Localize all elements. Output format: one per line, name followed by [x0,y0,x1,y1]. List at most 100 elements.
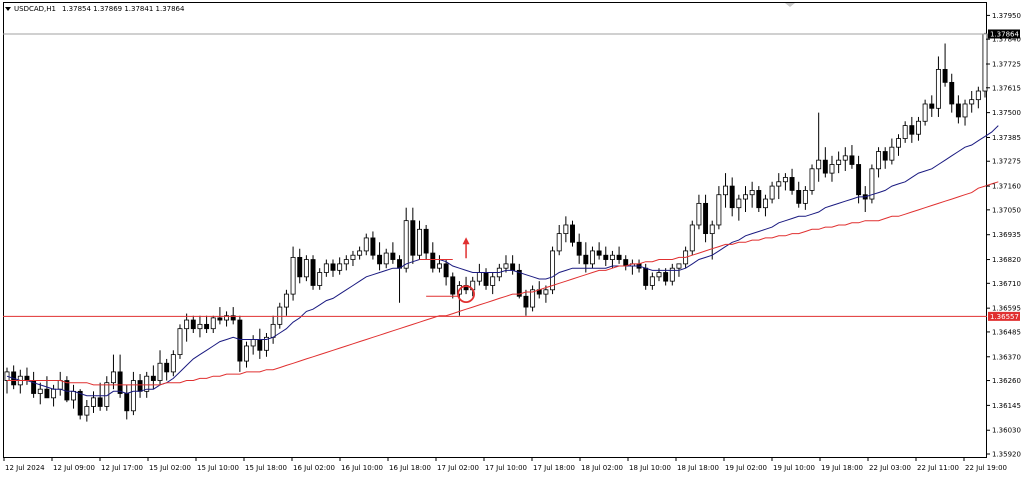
current-price-marker: 1.37864 [3,29,1020,39]
arrow-head [462,237,470,245]
candle [283,289,289,316]
chart-header: USDCAD,H1 1.37854 1.37869 1.37841 1.3786… [5,5,185,13]
time-tick-label: 12 Jul 17:00 [101,464,143,472]
candle [164,358,170,381]
candle-body-bull [769,185,775,200]
candle-body-bear [257,339,263,351]
candle [77,389,83,420]
price-tick-label: 1.36260 [992,377,1021,385]
arrow-up-icon[interactable] [462,237,470,259]
candle [889,138,895,165]
candle-body-bear [330,263,336,271]
candle-body-bear [729,185,735,209]
current-price-label: 1.37864 [990,30,1019,38]
candle-body-bear [596,250,602,256]
candle-body-bull [403,220,409,269]
candle [383,248,389,269]
candle-body-bear [150,375,156,381]
candle-body-bull [876,151,882,170]
candle [523,289,529,316]
time-tick-label: 17 Jul 02:00 [437,464,479,472]
candle-body-bull [530,289,536,308]
candle-body-bear [24,375,30,381]
candle [410,207,416,264]
candle-body-bull [363,237,369,252]
candle [789,168,795,195]
candle [570,220,575,247]
moving-average-fast-line[interactable] [6,125,999,397]
indicator-lines-layer [6,125,999,397]
candle-body-bear [510,263,516,271]
price-axis[interactable]: 1.37950 1.37840 1.37725 1.37615 1.37500 1.373… [986,12,1021,459]
candle [37,382,43,405]
candle-body-bear [97,397,103,407]
candle-body-bear [663,272,669,282]
candle-body-bull [317,272,323,286]
candle [689,220,695,256]
candle-body-bear [77,390,83,416]
horizontal-level[interactable]: 1.36557 [3,311,1020,321]
candle-body-bear [756,190,762,209]
candle [935,56,941,117]
candle-body-bear [44,388,50,399]
chart-shift-marker-icon[interactable] [785,3,795,7]
candle [290,246,296,301]
candle-body-bull [57,380,63,390]
candle [769,181,775,204]
candle-body-bull [270,323,276,338]
candle [929,95,935,117]
candle-body-bear [137,380,143,392]
candle-body-bull [383,252,389,265]
candle [703,194,709,243]
candle [782,173,788,191]
annotation-circle[interactable] [457,285,475,304]
candle-body-bear [483,272,489,286]
candle [417,220,422,260]
candle [942,43,948,87]
candle-body-bear [443,263,449,278]
candle [170,350,176,377]
candle [450,272,456,299]
candle-body-bull [782,177,788,183]
candle [516,263,522,299]
candle [190,315,196,334]
candle [204,315,210,334]
candle [856,155,862,204]
candle-body-bear [390,252,396,260]
annotations-layer [419,237,475,304]
candle [663,268,669,286]
candle [430,242,436,273]
candle [130,371,136,416]
candle [224,311,230,327]
candle-body-bull [37,388,43,394]
time-axis[interactable]: 12 Jul 2024 12 Jul 09:00 12 Jul 17:00 15 Ju… [3,457,1007,472]
candle [350,250,356,267]
candle [736,194,742,221]
moving-average-slow-line[interactable] [7,181,999,386]
candle-body-bear [423,228,429,254]
candle-body-bull [197,323,203,330]
candle-body-bear [310,259,316,286]
candle-body-bull [130,380,136,412]
candle [603,246,609,267]
candle [403,207,409,273]
candle-body-bull [922,103,928,122]
collapse-triangle-icon[interactable] [5,7,11,11]
price-tick-label: 1.37840 [992,36,1021,44]
candle-body-bull [802,190,808,204]
time-tick-label: 15 Jul 02:00 [149,464,191,472]
candle-body-bear [643,267,649,286]
candle [716,186,722,230]
candle [743,186,748,213]
price-tick-label: 1.37050 [992,206,1021,214]
candle [649,272,655,290]
time-tick-label: 19 Jul 02:00 [725,464,767,472]
candle [969,91,975,113]
candle [91,391,96,413]
candle-body-bear [230,315,236,321]
candle [869,164,875,204]
candle-body-bear [410,220,416,256]
candle-body-bear [616,254,622,260]
candle [556,224,562,256]
